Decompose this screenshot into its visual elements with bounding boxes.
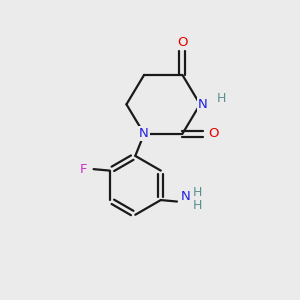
Text: H: H (217, 92, 226, 105)
Text: O: O (177, 36, 188, 49)
Text: H: H (193, 186, 202, 199)
Text: N: N (139, 127, 149, 140)
Text: O: O (208, 127, 219, 140)
Text: F: F (80, 163, 87, 176)
Text: H: H (193, 200, 202, 212)
Text: N: N (180, 190, 190, 203)
Text: N: N (198, 98, 208, 111)
